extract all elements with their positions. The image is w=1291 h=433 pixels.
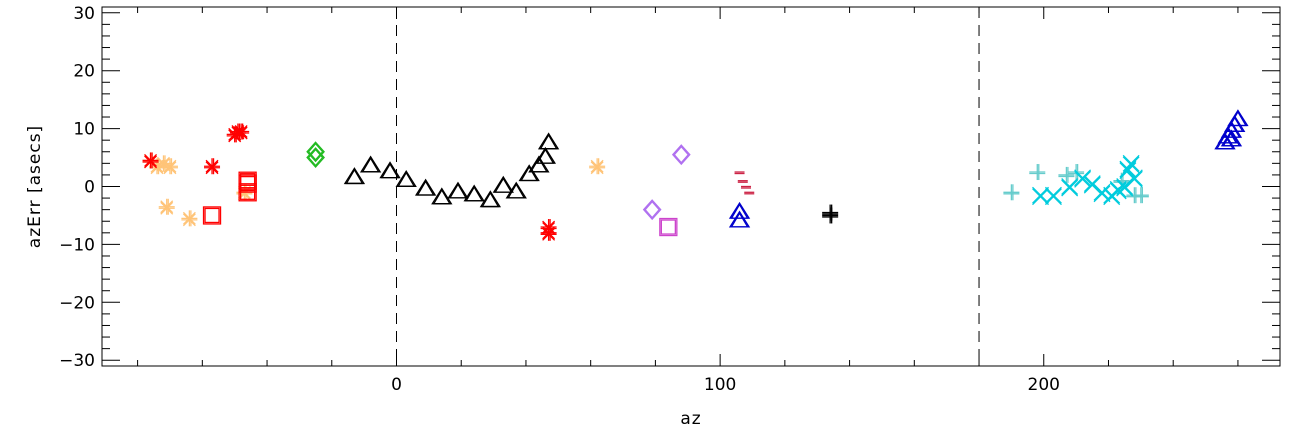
- data-point-plus: [1058, 166, 1075, 183]
- data-point-triangle: [518, 164, 540, 182]
- data-point-square: [202, 206, 222, 225]
- y-tick-label: 20: [73, 62, 95, 82]
- data-point-asterisk: [233, 123, 250, 140]
- y-tick-label: 10: [73, 120, 95, 140]
- y-tick-label: 0: [84, 178, 95, 198]
- data-point-asterisk: [540, 224, 557, 241]
- data-point-dash: [744, 191, 755, 195]
- data-point-triangle: [359, 155, 382, 173]
- data-point-asterisk: [204, 158, 221, 175]
- data-point-triangle: [479, 190, 502, 208]
- data-point-x: [1045, 186, 1062, 206]
- data-point-triangle: [463, 184, 485, 202]
- data-point-diamond: [671, 144, 691, 166]
- data-point-diamond: [306, 147, 325, 169]
- x-tick-label: 200: [1028, 375, 1060, 395]
- data-point-triangle: [414, 178, 437, 196]
- data-point-x: [1119, 160, 1137, 180]
- data-point-asterisk: [142, 152, 159, 169]
- data-point-triangle: [528, 155, 550, 173]
- data-point-triangle: [1220, 129, 1243, 147]
- data-point-diamond: [642, 199, 662, 221]
- y-tick-label: −20: [59, 293, 95, 313]
- y-axis-title: azErr [asecs]: [25, 125, 45, 248]
- data-point-triangle: [728, 201, 751, 219]
- data-point-diamond: [306, 141, 325, 163]
- data-point-square: [238, 174, 257, 193]
- x-axis-title: az: [680, 409, 701, 429]
- data-point-triangle: [728, 210, 751, 228]
- data-point-asterisk: [589, 158, 606, 175]
- plot-frame: [101, 6, 1281, 367]
- data-point-triangle: [447, 181, 469, 199]
- data-point-triangle: [395, 169, 417, 187]
- data-point-dash: [741, 185, 752, 189]
- data-point-triangle: [431, 187, 453, 205]
- data-point-asterisk: [158, 198, 175, 215]
- data-point-x: [1074, 169, 1092, 188]
- data-point-triangle: [505, 181, 527, 199]
- data-point-asterisk: [161, 158, 178, 175]
- y-tick-label: 30: [73, 4, 95, 24]
- data-point-triangle: [537, 132, 560, 150]
- data-point-x: [1061, 178, 1079, 197]
- data-point-plus: [1029, 164, 1046, 181]
- data-point-x: [1109, 180, 1127, 200]
- data-point-square: [659, 217, 678, 237]
- data-point-triangle: [492, 175, 514, 193]
- data-point-x: [1122, 154, 1140, 174]
- data-point-x: [1125, 169, 1143, 188]
- data-point-dash: [734, 171, 745, 175]
- y-tick-label: −10: [59, 235, 95, 255]
- data-point-dash: [737, 180, 748, 183]
- data-point-plus: [822, 207, 839, 224]
- y-tick-label: −30: [59, 351, 95, 371]
- data-point-triangle: [343, 167, 366, 185]
- x-tick-label: 100: [704, 375, 736, 395]
- data-point-triangle: [534, 146, 557, 164]
- data-point-triangle: [379, 161, 401, 179]
- data-point-plus: [1132, 187, 1149, 204]
- x-tick-label: 0: [391, 375, 402, 395]
- data-point-x: [1116, 178, 1134, 197]
- data-point-plus: [1003, 184, 1020, 201]
- data-point-triangle: [1227, 109, 1249, 127]
- data-point-asterisk: [181, 210, 198, 227]
